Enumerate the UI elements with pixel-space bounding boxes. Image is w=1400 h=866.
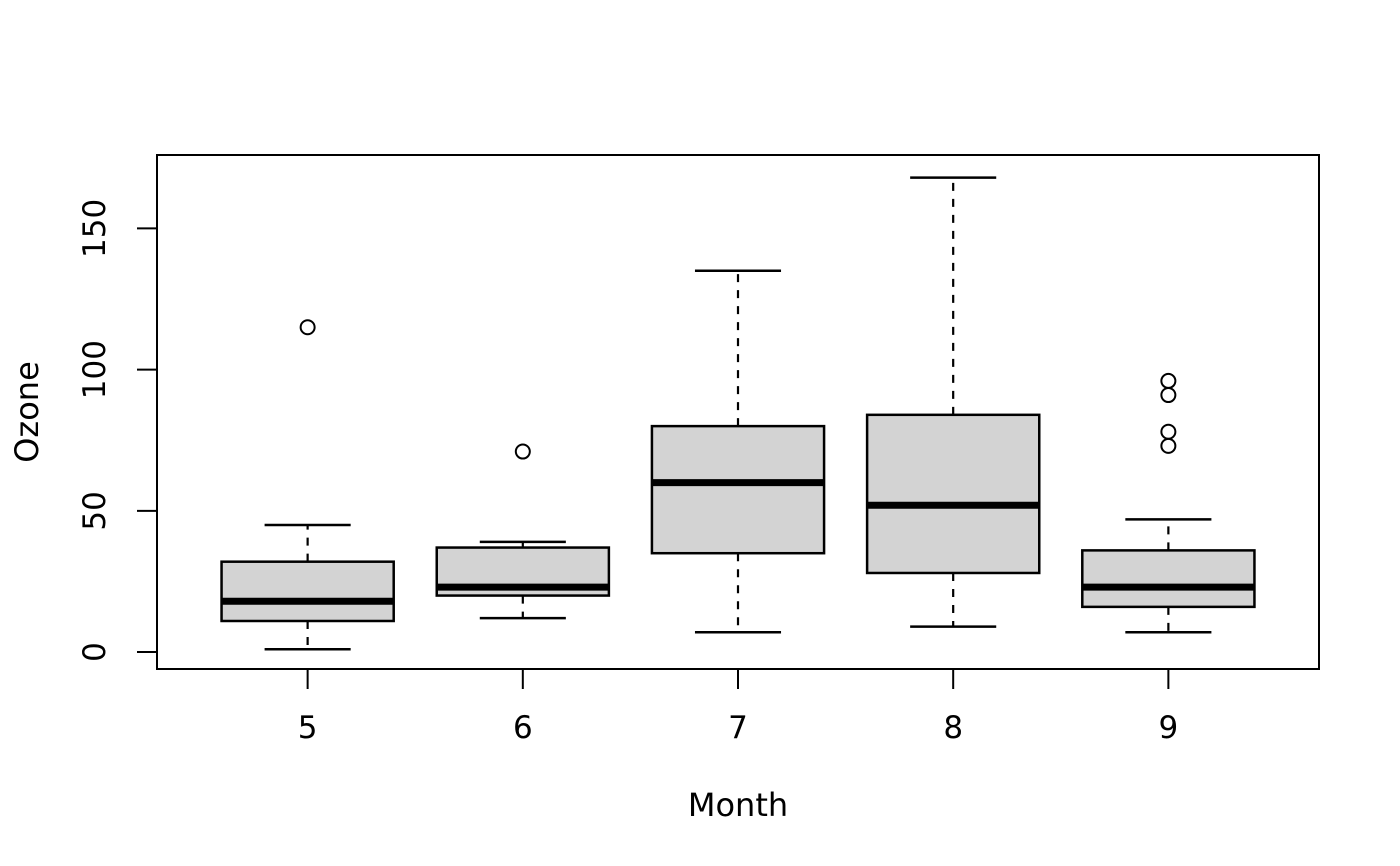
outlier-point [1160, 387, 1177, 404]
x-tick-label: 9 [1159, 710, 1179, 746]
y-tick-label: 0 [77, 642, 113, 662]
outlier-point [1160, 423, 1177, 440]
y-tick-label: 50 [77, 491, 113, 530]
box [650, 424, 826, 555]
y-axis-title: Ozone [8, 361, 46, 463]
x-tick-label: 8 [943, 710, 963, 746]
box [1081, 549, 1256, 609]
box [220, 560, 395, 623]
outlier-point [1160, 372, 1177, 389]
y-tick-label: 150 [77, 199, 113, 258]
x-tick-label: 7 [728, 710, 748, 746]
x-tick-label: 5 [298, 710, 318, 746]
y-tick-label: 100 [77, 340, 113, 399]
outlier-point [299, 319, 316, 336]
box [865, 413, 1041, 575]
plot-layer: 0 50 100 150 5 6 7 8 9 [77, 154, 1320, 746]
outlier-point [1160, 437, 1177, 454]
x-tick-label: 6 [513, 710, 533, 746]
outlier-point [514, 443, 531, 460]
x-axis-title: Month [688, 786, 788, 824]
